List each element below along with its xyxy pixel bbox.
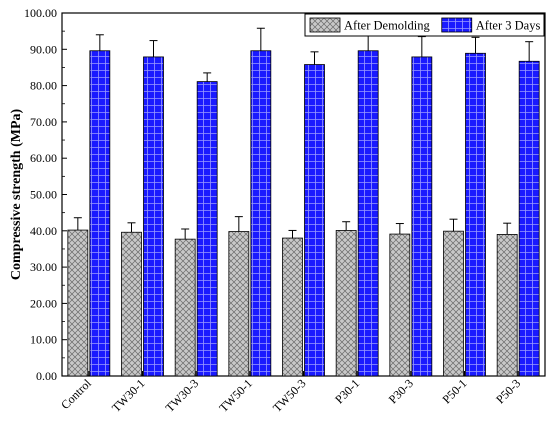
y-tick-label: 80.00 <box>30 79 57 93</box>
legend-label-after-3-days: After 3 Days <box>476 19 541 33</box>
y-tick-label: 70.00 <box>30 115 57 129</box>
bar-after-3-days <box>250 50 272 377</box>
y-tick-label: 90.00 <box>30 42 57 56</box>
legend-swatch-after-demolding <box>309 17 341 33</box>
x-tick-label: P30-3 <box>386 376 416 406</box>
bar-after-demolding <box>121 231 142 377</box>
y-tick-label: 50.00 <box>30 188 57 202</box>
bar-after-demolding <box>174 238 196 377</box>
bar-after-demolding <box>67 229 89 377</box>
legend-swatch-after-3-days <box>441 17 473 33</box>
y-axis-label: Compressive strength (MPa) <box>9 108 24 280</box>
y-tick-label: 60.00 <box>30 151 57 165</box>
x-tick-label: TW30-3 <box>163 376 202 415</box>
bar-after-demolding <box>443 230 464 377</box>
y-tick-label: 100.00 <box>24 6 57 20</box>
y-tick-label: 20.00 <box>30 296 57 310</box>
bar-after-3-days <box>411 56 433 377</box>
bar-after-3-days <box>465 52 486 377</box>
bar-after-3-days <box>518 60 540 377</box>
y-tick-label: 0.00 <box>36 369 57 383</box>
bar-after-3-days <box>89 50 111 377</box>
bar-after-demolding <box>389 233 411 377</box>
bar-after-demolding <box>496 234 518 377</box>
x-tick-label: P50-1 <box>439 376 469 406</box>
x-tick-label: P50-3 <box>493 376 523 406</box>
bar-after-demolding <box>335 230 357 377</box>
x-tick-label: P30-1 <box>332 376 362 406</box>
plot-area: 0.00 10.00 20.00 30.00 40.00 50.00 60.00 70.00 8… <box>9 6 546 415</box>
legend-box <box>304 13 545 37</box>
x-tick-label: TW30-1 <box>109 376 148 415</box>
x-tick-label: TW50-3 <box>270 376 309 415</box>
bar-after-demolding <box>228 231 250 377</box>
x-tick-label: TW50-1 <box>216 376 255 415</box>
y-tick-label: 40.00 <box>30 224 57 238</box>
x-tick-label: Control <box>58 376 94 412</box>
bar-after-3-days <box>304 64 325 377</box>
bar-after-3-days <box>196 81 218 377</box>
legend-label-after-demolding: After Demolding <box>344 19 430 33</box>
bar-after-3-days <box>357 50 379 377</box>
legend: After Demolding After 3 Days <box>304 13 545 37</box>
y-tick-label: 10.00 <box>30 333 57 347</box>
bar-after-demolding <box>282 237 303 377</box>
y-tick-label: 30.00 <box>30 260 57 274</box>
bar-after-3-days <box>143 56 164 377</box>
